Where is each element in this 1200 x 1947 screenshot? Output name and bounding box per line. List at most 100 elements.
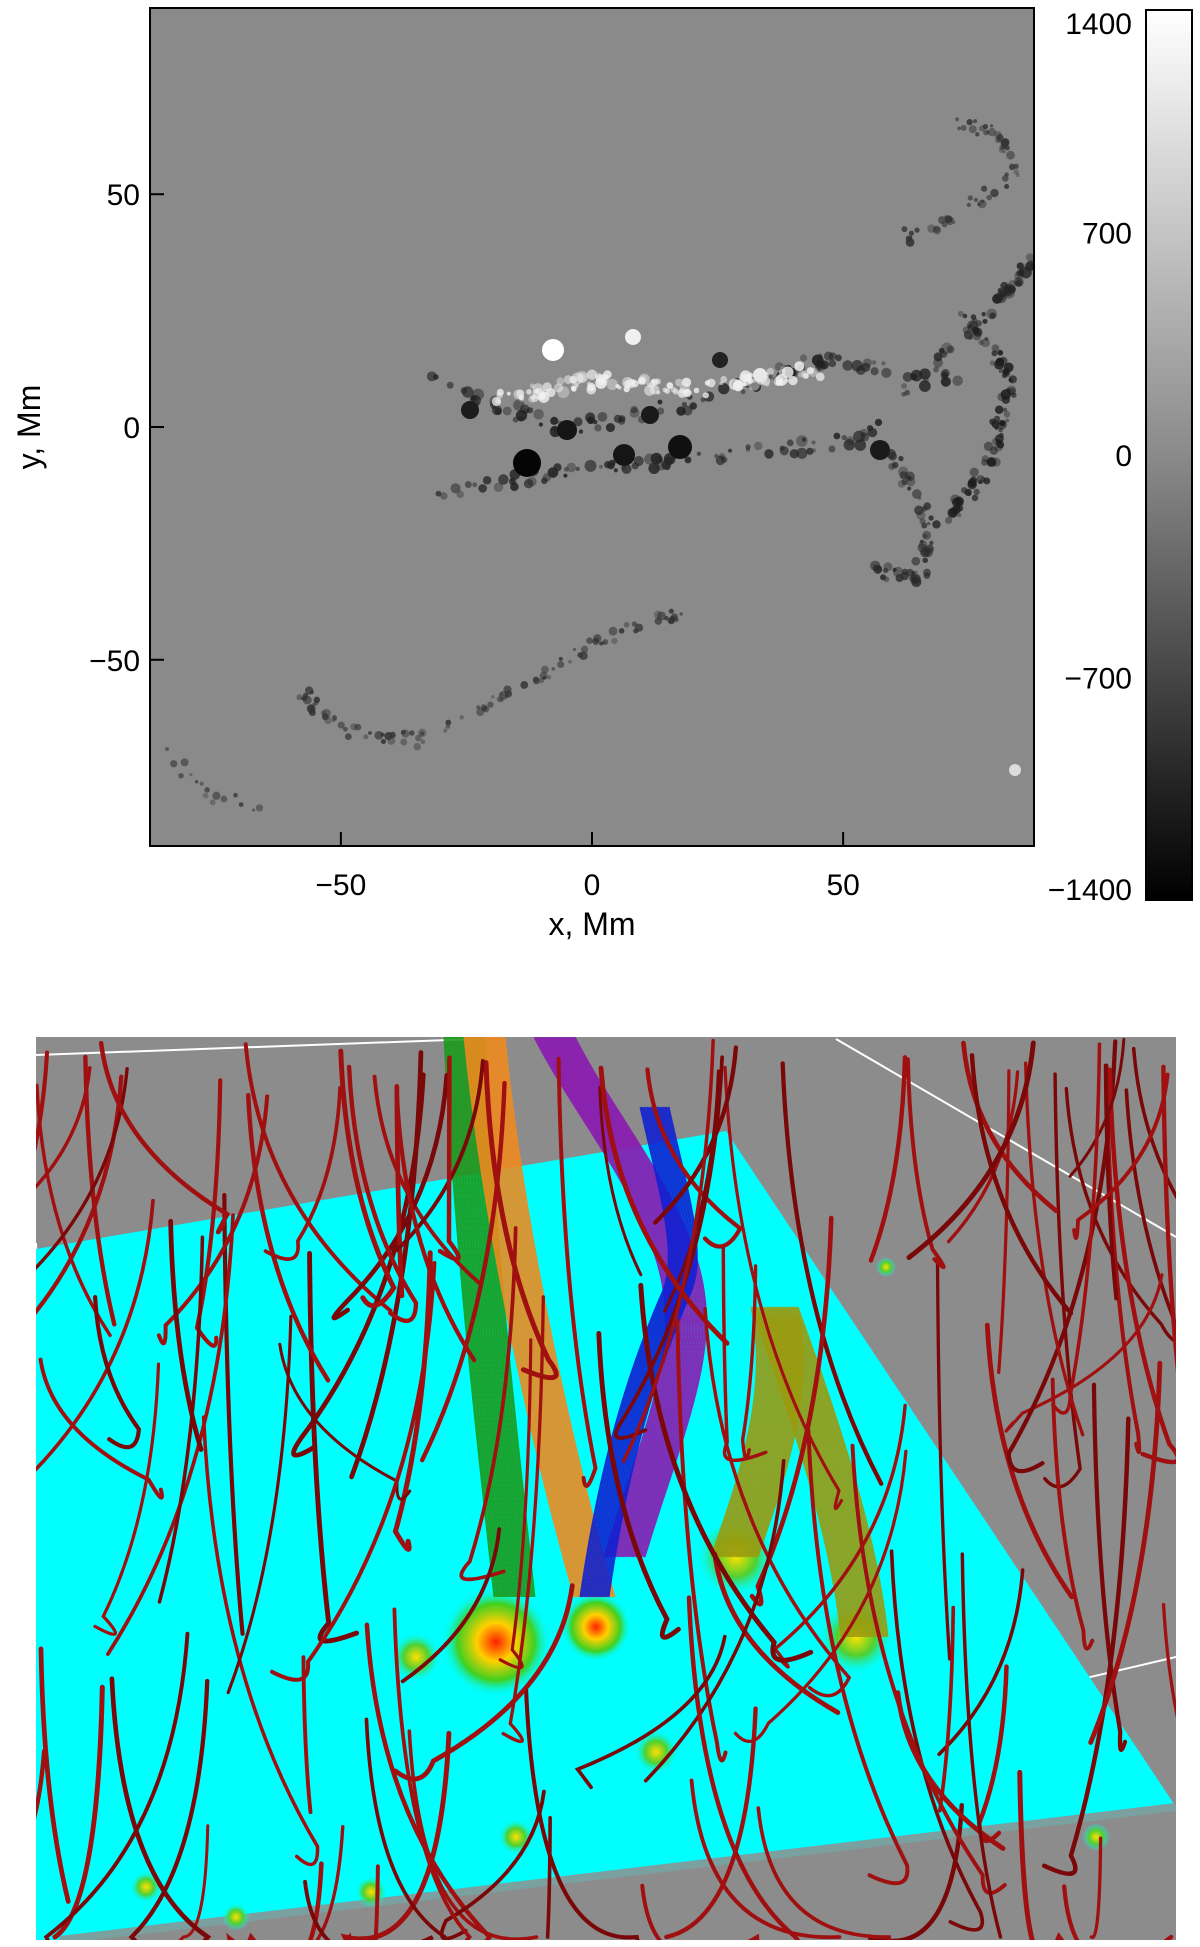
network-dot: [828, 359, 837, 368]
network-dot: [400, 738, 408, 746]
network-dot: [952, 375, 963, 386]
network-dot: [908, 235, 913, 240]
network-dot: [602, 639, 609, 645]
network-dot: [494, 407, 502, 415]
field-line: [1004, 1273, 1164, 1433]
network-dot: [550, 416, 559, 425]
network-dot: [648, 462, 660, 475]
network-dot: [1001, 395, 1011, 404]
network-dot: [981, 312, 986, 317]
network-dot: [919, 539, 924, 544]
network-dot: [1016, 262, 1024, 270]
network-dot: [892, 567, 897, 573]
network-dot: [646, 383, 652, 388]
negative-spot: [461, 401, 479, 419]
network-dot: [975, 320, 982, 327]
flux-hotspot: [355, 1876, 387, 1908]
network-dot: [502, 406, 512, 416]
field-line: [98, 1040, 231, 1235]
network-dot: [569, 375, 578, 384]
field-line: [43, 1631, 190, 1940]
colorbar-tick-label: −700: [1064, 663, 1132, 696]
network-dot: [891, 461, 899, 469]
field-line: [1062, 1884, 1174, 1940]
network-dot: [1001, 372, 1008, 379]
field-line: [1124, 1088, 1176, 1330]
flux-hotspot: [561, 1592, 631, 1662]
network-dot: [220, 795, 228, 803]
network-dot: [720, 375, 728, 383]
field-line: [780, 1061, 884, 1486]
flux-tube-line: [461, 1037, 515, 1598]
network-dot: [789, 449, 799, 459]
network-dot: [779, 446, 789, 456]
network-dot: [980, 338, 990, 348]
network-dot: [255, 804, 264, 812]
network-dot: [529, 383, 535, 389]
flux-hotspot: [634, 1730, 678, 1774]
network-dot: [765, 382, 770, 387]
network-dot: [575, 466, 580, 471]
network-dot: [368, 731, 372, 735]
network-dot: [987, 128, 997, 137]
network-dot: [991, 344, 1000, 353]
magnetogram-background: [150, 8, 1034, 846]
network-dot: [464, 481, 472, 488]
network-dot: [940, 376, 951, 387]
network-dot: [978, 339, 984, 346]
flux-tube-line: [579, 1106, 671, 1598]
network-dot: [984, 337, 989, 341]
network-dot: [938, 347, 945, 354]
negative-spot: [712, 352, 728, 368]
field-line: [36, 1074, 124, 1315]
network-dot: [606, 378, 618, 391]
network-dot: [911, 556, 921, 566]
network-dot: [621, 463, 632, 474]
network-dot: [586, 637, 593, 645]
network-dot: [608, 626, 618, 636]
network-dot: [994, 426, 999, 430]
network-dot: [842, 360, 853, 371]
network-dot: [420, 731, 425, 736]
network-dot: [681, 401, 687, 408]
network-dot: [774, 362, 784, 372]
field-line: [226, 1314, 293, 1695]
field-line: [723, 1065, 844, 1511]
network-dot: [633, 628, 639, 634]
network-dot: [922, 557, 929, 564]
network-dot: [1015, 173, 1020, 178]
network-dot: [539, 678, 545, 684]
field-line: [969, 1053, 1074, 1316]
field-line: [721, 1245, 768, 1462]
network-dot: [426, 371, 437, 382]
field-line: [1161, 1602, 1176, 1719]
field-line: [243, 1042, 393, 1313]
network-dot: [598, 464, 603, 469]
network-dot: [450, 483, 461, 494]
field-line: [638, 1282, 814, 1663]
field-line: [346, 1064, 419, 1323]
positive-spot: [625, 329, 641, 345]
network-dot: [586, 384, 597, 395]
network-dot: [623, 380, 631, 388]
field-line: [340, 1730, 452, 1940]
network-dot: [700, 397, 706, 403]
network-dot: [986, 194, 992, 201]
network-dot: [666, 382, 674, 389]
network-dot: [929, 540, 934, 545]
network-dot: [872, 564, 878, 570]
network-dot: [967, 324, 973, 329]
field-line: [977, 1664, 1009, 1844]
network-dot: [963, 330, 973, 340]
network-dot: [907, 486, 912, 491]
network-dot: [806, 367, 814, 375]
network-dot: [523, 478, 534, 489]
field-line: [364, 1717, 447, 1939]
network-dot: [495, 398, 501, 404]
network-dot: [728, 378, 741, 390]
network-dot: [1002, 150, 1006, 154]
network-dot: [672, 388, 679, 395]
network-dot: [476, 708, 485, 716]
network-dot: [718, 383, 730, 395]
field-line: [889, 1549, 984, 1932]
